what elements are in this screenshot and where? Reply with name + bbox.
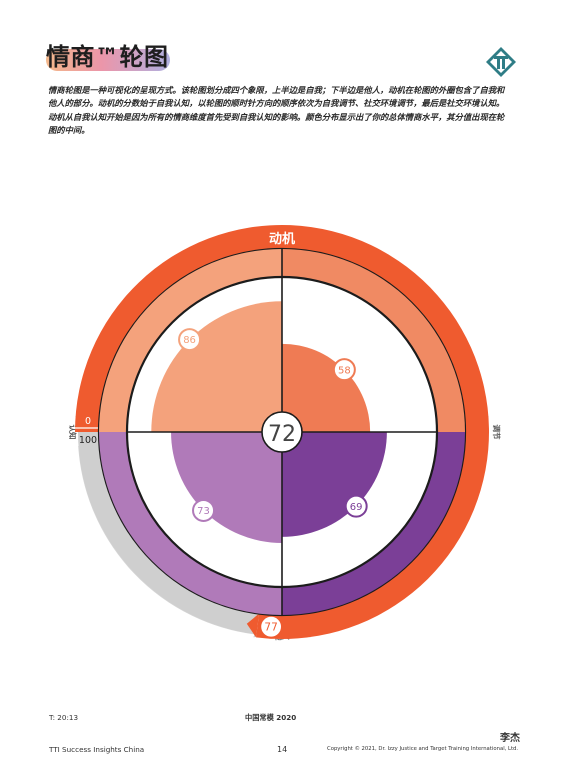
scale-max-label: 100 — [79, 435, 97, 446]
score-self-regulation: 58 — [338, 365, 351, 376]
quadrant-wedges — [151, 301, 387, 543]
quadrant-band — [99, 249, 465, 615]
intro-text: 情商轮图是一种可视化的呈现方式。该轮图划分成四个象限，上半边是自我；下半边是他人… — [48, 85, 505, 136]
motivation-score: 77 — [264, 621, 277, 633]
score-badge-social-awareness — [192, 498, 216, 522]
band-segment-self-awareness — [99, 249, 282, 432]
footer-page-number: 14 — [277, 745, 288, 754]
band-segment-self-regulation — [282, 249, 465, 432]
band-segment-social-regulation — [282, 432, 465, 615]
title-highlight — [46, 49, 170, 71]
eq-wheel-chart: 自我 他人 认知 调节 动机 0 100 77 自我认知 自我调节 社交环境调节 — [68, 224, 502, 641]
motivation-remainder-arc — [78, 432, 260, 635]
wedge-self-awareness — [151, 301, 282, 432]
wedge-social-regulation — [282, 432, 387, 537]
page-title-wrap: 情商™轮图 — [46, 40, 170, 76]
center-badge — [261, 411, 303, 453]
motivation-pointer — [246, 613, 260, 638]
tti-logo-icon — [486, 47, 516, 77]
motivation-ring: 动机 0 100 77 — [75, 224, 490, 640]
score-self-awareness: 86 — [183, 335, 196, 346]
axis-label-left: 认知 — [68, 425, 78, 440]
score-social-awareness: 73 — [197, 506, 210, 517]
quadrant-badges: 86 58 69 73 — [178, 328, 368, 522]
wedge-social-awareness — [171, 432, 282, 543]
footer-time: T: 20:13 — [49, 713, 79, 722]
page-title: 情商™轮图 — [46, 43, 169, 71]
score-badge-self-regulation — [332, 358, 356, 382]
footer-brand: TTI Success Insights China — [49, 745, 145, 754]
score-badge-social-regulation — [344, 494, 368, 518]
axis-label-right: 调节 — [492, 425, 502, 440]
band-segment-social-awareness — [99, 432, 282, 615]
score-social-regulation: 69 — [350, 502, 363, 513]
wedge-self-regulation — [282, 343, 371, 432]
motivation-label: 动机 — [269, 231, 295, 247]
score-badge-self-awareness — [178, 328, 202, 352]
scale-min-label: 0 — [85, 416, 91, 427]
center-score: 72 — [268, 422, 296, 447]
footer-copyright: Copyright © 2021, Dr. Izzy Justice and T… — [327, 746, 519, 752]
footer-name: 李杰 — [500, 733, 520, 744]
footer-norm: 中国常模 2020 — [245, 713, 297, 722]
